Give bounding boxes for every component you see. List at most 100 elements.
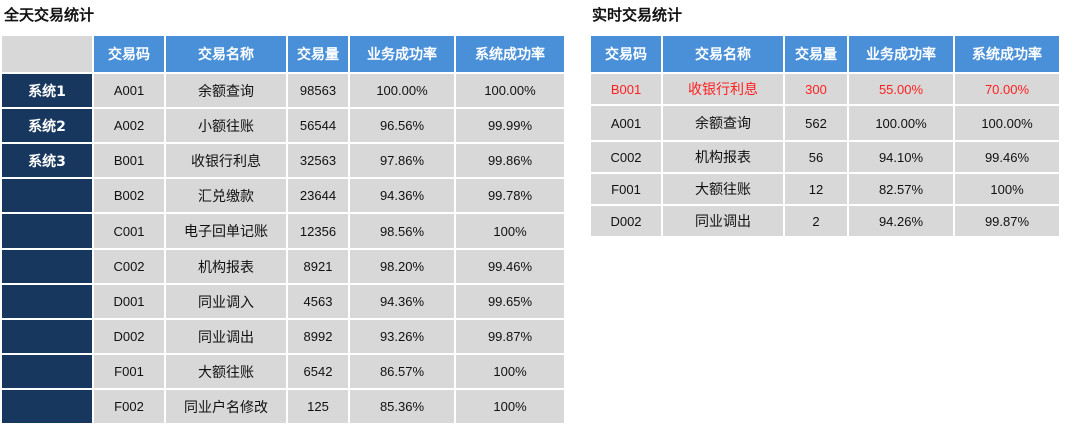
table-row: F001 大额往账 12 82.57% 100% — [591, 174, 1059, 204]
table-row: 系统2 A002 小额往账 56544 96.56% 99.99% — [2, 109, 564, 142]
table-row: C002 机构报表 56 94.10% 99.46% — [591, 142, 1059, 172]
cell-sys-rate: 100% — [456, 355, 564, 388]
cell-volume: 12 — [785, 174, 847, 204]
cell-name: 同业调出 — [166, 320, 286, 353]
cell-sys-rate: 99.46% — [955, 142, 1059, 172]
system-label — [2, 320, 92, 353]
cell-sys-rate: 100.00% — [955, 106, 1059, 140]
cell-sys-rate: 99.46% — [456, 250, 564, 283]
cell-biz-rate: 96.56% — [350, 109, 454, 142]
table-row: 系统1 A001 余额查询 98563 100.00% 100.00% — [2, 74, 564, 107]
table-row-alert: B001 收银行利息 300 55.00% 70.00% — [591, 74, 1059, 104]
header-biz-rate: 业务成功率 — [849, 36, 953, 72]
cell-volume: 4563 — [288, 285, 348, 318]
table-row: D002 同业调出 8992 93.26% 99.87% — [2, 320, 564, 353]
cell-name: 同业调入 — [166, 285, 286, 318]
cell-volume: 98563 — [288, 74, 348, 107]
system-label — [2, 250, 92, 283]
cell-code: A001 — [591, 106, 661, 140]
cell-biz-rate: 94.36% — [350, 285, 454, 318]
cell-name: 同业户名修改 — [166, 390, 286, 423]
header-sys-rate: 系统成功率 — [955, 36, 1059, 72]
table-header-row: 交易码 交易名称 交易量 业务成功率 系统成功率 — [2, 36, 564, 72]
cell-sys-rate: 100% — [955, 174, 1059, 204]
cell-biz-rate: 100.00% — [849, 106, 953, 140]
cell-volume: 300 — [785, 74, 847, 104]
cell-code: D001 — [94, 285, 164, 318]
cell-name: 机构报表 — [166, 250, 286, 283]
table-header-row: 交易码 交易名称 交易量 业务成功率 系统成功率 — [591, 36, 1059, 72]
cell-volume: 6542 — [288, 355, 348, 388]
cell-name: 电子回单记账 — [166, 214, 286, 248]
table-row: C001 电子回单记账 12356 98.56% 100% — [2, 214, 564, 248]
cell-code: F001 — [94, 355, 164, 388]
system-label: 系统3 — [2, 144, 92, 177]
cell-code: B001 — [94, 144, 164, 177]
cell-sys-rate: 100.00% — [456, 74, 564, 107]
cell-biz-rate: 97.86% — [350, 144, 454, 177]
realtime-stats-title: 实时交易统计 — [592, 6, 683, 24]
cell-volume: 8921 — [288, 250, 348, 283]
system-label — [2, 179, 92, 212]
header-code: 交易码 — [591, 36, 661, 72]
cell-biz-rate: 94.26% — [849, 206, 953, 236]
cell-code: B002 — [94, 179, 164, 212]
cell-volume: 56544 — [288, 109, 348, 142]
header-volume: 交易量 — [785, 36, 847, 72]
system-label — [2, 214, 92, 248]
cell-code: B001 — [591, 74, 661, 104]
cell-code: A002 — [94, 109, 164, 142]
cell-code: D002 — [591, 206, 661, 236]
cell-biz-rate: 86.57% — [350, 355, 454, 388]
cell-code: C002 — [591, 142, 661, 172]
cell-volume: 8992 — [288, 320, 348, 353]
table-row: D001 同业调入 4563 94.36% 99.65% — [2, 285, 564, 318]
system-label — [2, 285, 92, 318]
cell-biz-rate: 85.36% — [350, 390, 454, 423]
cell-name: 余额查询 — [166, 74, 286, 107]
cell-name: 大额往账 — [663, 174, 783, 204]
cell-volume: 56 — [785, 142, 847, 172]
table-row: D002 同业调出 2 94.26% 99.87% — [591, 206, 1059, 236]
cell-biz-rate: 98.20% — [350, 250, 454, 283]
header-sys-rate: 系统成功率 — [456, 36, 564, 72]
cell-volume: 32563 — [288, 144, 348, 177]
cell-code: F001 — [591, 174, 661, 204]
cell-code: F002 — [94, 390, 164, 423]
cell-name: 同业调出 — [663, 206, 783, 236]
all-day-stats-table: 交易码 交易名称 交易量 业务成功率 系统成功率 系统1 A001 余额查询 9856… — [0, 34, 566, 425]
realtime-stats-table: 交易码 交易名称 交易量 业务成功率 系统成功率 B001 收银行利息 300 55.… — [589, 34, 1061, 238]
table-row: A001 余额查询 562 100.00% 100.00% — [591, 106, 1059, 140]
table-row: B002 汇兑缴款 23644 94.36% 99.78% — [2, 179, 564, 212]
cell-name: 机构报表 — [663, 142, 783, 172]
cell-sys-rate: 99.87% — [955, 206, 1059, 236]
cell-name: 小额往账 — [166, 109, 286, 142]
table-row: F001 大额往账 6542 86.57% 100% — [2, 355, 564, 388]
header-biz-rate: 业务成功率 — [350, 36, 454, 72]
cell-biz-rate: 93.26% — [350, 320, 454, 353]
system-label: 系统2 — [2, 109, 92, 142]
cell-name: 收银行利息 — [166, 144, 286, 177]
system-label — [2, 390, 92, 423]
system-label: 系统1 — [2, 74, 92, 107]
table-row: F002 同业户名修改 125 85.36% 100% — [2, 390, 564, 423]
cell-sys-rate: 70.00% — [955, 74, 1059, 104]
system-label — [2, 355, 92, 388]
cell-code: C002 — [94, 250, 164, 283]
cell-code: C001 — [94, 214, 164, 248]
cell-name: 收银行利息 — [663, 74, 783, 104]
cell-biz-rate: 98.56% — [350, 214, 454, 248]
corner-header — [2, 36, 92, 72]
cell-sys-rate: 100% — [456, 390, 564, 423]
cell-biz-rate: 82.57% — [849, 174, 953, 204]
cell-name: 余额查询 — [663, 106, 783, 140]
cell-code: A001 — [94, 74, 164, 107]
cell-volume: 2 — [785, 206, 847, 236]
table-row: C002 机构报表 8921 98.20% 99.46% — [2, 250, 564, 283]
table-row: 系统3 B001 收银行利息 32563 97.86% 99.86% — [2, 144, 564, 177]
all-day-stats-title: 全天交易统计 — [4, 6, 95, 24]
cell-sys-rate: 99.78% — [456, 179, 564, 212]
cell-volume: 562 — [785, 106, 847, 140]
cell-name: 大额往账 — [166, 355, 286, 388]
cell-sys-rate: 99.65% — [456, 285, 564, 318]
